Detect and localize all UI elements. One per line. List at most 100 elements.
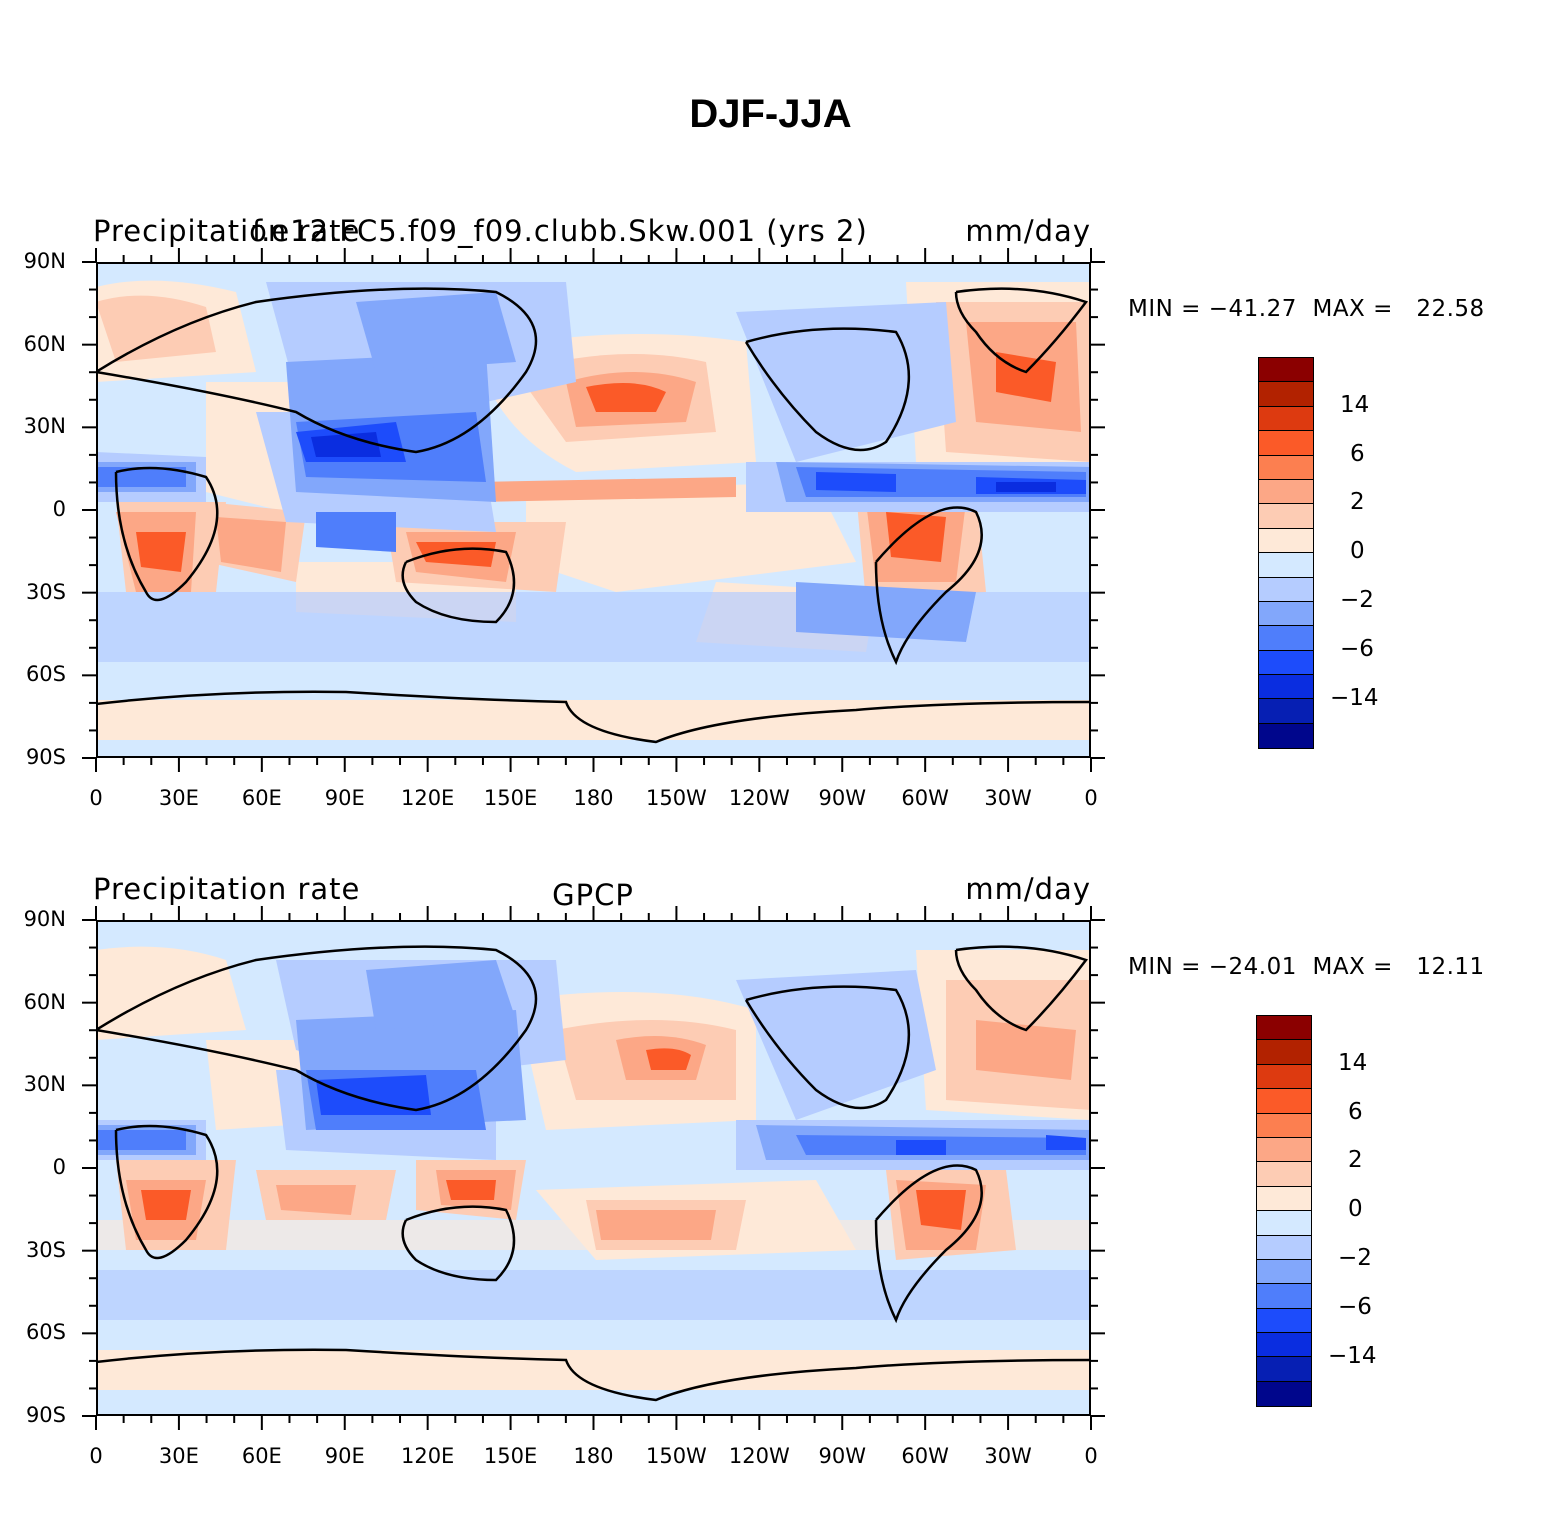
lon-tick-label: 150E bbox=[483, 1444, 538, 1468]
colorbar-swatch bbox=[1259, 455, 1313, 480]
colorbar-swatch bbox=[1259, 382, 1313, 407]
lat-tick-label: 90S bbox=[25, 1403, 66, 1427]
lon-tick-label: 0 bbox=[1084, 1444, 1098, 1468]
colorbar-swatch bbox=[1257, 1137, 1311, 1163]
colorbar-swatch bbox=[1257, 1162, 1311, 1187]
panel-variable-label: Precipitation rate bbox=[93, 214, 361, 248]
colorbar-tick-label: −2 bbox=[1340, 587, 1374, 613]
figure-title: DJF-JJA bbox=[689, 92, 852, 136]
lon-tick-label: 120W bbox=[728, 786, 790, 810]
precipitation-difference-map bbox=[96, 920, 1091, 1416]
colorbar-swatch bbox=[1259, 479, 1313, 505]
colorbar-swatch bbox=[1257, 1016, 1311, 1041]
lon-tick-label: 90E bbox=[324, 786, 365, 810]
colorbar-swatch bbox=[1257, 1064, 1311, 1090]
lon-tick-label: 30W bbox=[984, 786, 1032, 810]
colorbar-tick-label: 6 bbox=[1348, 1098, 1363, 1125]
lon-tick-label: 0 bbox=[1084, 786, 1098, 810]
lon-tick-label: 90E bbox=[324, 1444, 365, 1468]
colorbar bbox=[1258, 357, 1314, 750]
colorbar-swatch bbox=[1259, 601, 1313, 627]
lat-tick-label: 90N bbox=[23, 907, 66, 931]
colorbar-swatch bbox=[1257, 1040, 1311, 1065]
model-panel: Precipitation rate f.e12.FC5.f09_f09.clu… bbox=[0, 214, 1541, 874]
contour-field bbox=[96, 920, 1091, 1416]
colorbar-swatch bbox=[1257, 1259, 1311, 1285]
colorbar-tick-label: −14 bbox=[1328, 1342, 1377, 1369]
axis-ticks bbox=[82, 248, 1105, 772]
lat-tick-label: 60S bbox=[25, 1320, 66, 1345]
lat-tick-label: 90N bbox=[23, 249, 66, 273]
coastlines bbox=[96, 287, 1091, 744]
min-value: MIN = −41.27 bbox=[1128, 296, 1297, 322]
colorbar bbox=[1256, 1015, 1312, 1408]
panel-units-label: mm/day bbox=[965, 872, 1091, 906]
lat-tick-label: 90S bbox=[25, 745, 66, 769]
lon-tick-label: 30E bbox=[158, 1444, 199, 1468]
axis-ticks bbox=[82, 906, 1105, 1430]
colorbar-swatch bbox=[1259, 650, 1313, 676]
max-value: MAX = 12.11 bbox=[1312, 954, 1485, 980]
precipitation-difference-map bbox=[96, 262, 1091, 758]
panel-case-label: f.e12.FC5.f09_f09.clubb.Skw.001 (yrs 2) bbox=[252, 214, 868, 248]
min-value: MIN = −24.01 bbox=[1128, 954, 1297, 980]
contour-field bbox=[96, 262, 1091, 758]
lon-tick-label: 90W bbox=[818, 786, 867, 810]
lon-tick-label: 150W bbox=[645, 786, 707, 810]
colorbar-tick-label: 2 bbox=[1348, 1147, 1363, 1174]
colorbar-tick-label: −2 bbox=[1338, 1245, 1372, 1271]
lon-tick-label: 90W bbox=[818, 1444, 867, 1468]
lon-tick-label: 180 bbox=[573, 1444, 614, 1468]
colorbar-swatch bbox=[1257, 1381, 1311, 1407]
colorbar-swatch bbox=[1259, 699, 1313, 724]
colorbar-swatch bbox=[1259, 504, 1313, 529]
lon-tick-label: 150W bbox=[645, 1444, 707, 1468]
colorbar-swatch bbox=[1259, 553, 1313, 578]
coastlines bbox=[96, 945, 1091, 1402]
colorbar-swatch bbox=[1259, 528, 1313, 554]
colorbar-swatch bbox=[1257, 1089, 1311, 1114]
lat-tick-label: 0 bbox=[52, 1155, 66, 1179]
colorbar-tick-label: 2 bbox=[1350, 489, 1365, 516]
panel-variable-label: Precipitation rate bbox=[93, 872, 361, 906]
colorbar-swatch bbox=[1259, 675, 1313, 700]
observation-panel: Precipitation rate GPCP mm/day bbox=[0, 872, 1541, 1532]
colorbar-swatch bbox=[1259, 723, 1313, 749]
colorbar-swatch bbox=[1257, 1284, 1311, 1309]
lat-tick-label: 60N bbox=[23, 331, 66, 356]
lon-tick-label: 120E bbox=[400, 786, 455, 810]
lon-tick-label: 60W bbox=[901, 1444, 949, 1468]
colorbar-swatch bbox=[1259, 358, 1313, 383]
colorbar-tick-label: 14 bbox=[1338, 1049, 1368, 1076]
colorbar-swatch bbox=[1257, 1211, 1311, 1236]
lon-tick-label: 60E bbox=[241, 786, 282, 810]
lon-tick-label: 150E bbox=[483, 786, 538, 810]
lat-tick-label: 30N bbox=[23, 1072, 66, 1097]
lat-tick-label: 0 bbox=[52, 497, 66, 521]
lon-tick-label: 0 bbox=[89, 1444, 103, 1468]
colorbar-swatch bbox=[1257, 1186, 1311, 1212]
lat-tick-label: 30S bbox=[25, 1237, 66, 1262]
colorbar-swatch bbox=[1259, 577, 1313, 602]
lon-tick-label: 60W bbox=[901, 786, 949, 810]
lat-tick-label: 30S bbox=[25, 579, 66, 604]
colorbar-tick-label: 0 bbox=[1348, 1196, 1363, 1223]
lon-tick-label: 120E bbox=[400, 1444, 455, 1468]
lon-tick-label: 60E bbox=[241, 1444, 282, 1468]
lon-tick-label: 30W bbox=[984, 1444, 1032, 1468]
lat-tick-label: 60N bbox=[23, 989, 66, 1014]
panel-units-label: mm/day bbox=[965, 214, 1091, 248]
colorbar-tick-label: 0 bbox=[1350, 538, 1365, 565]
colorbar-swatch bbox=[1259, 431, 1313, 456]
colorbar-swatch bbox=[1257, 1235, 1311, 1260]
colorbar-tick-label: 14 bbox=[1340, 391, 1370, 418]
colorbar-swatch bbox=[1257, 1333, 1311, 1358]
lon-tick-label: 30E bbox=[158, 786, 199, 810]
min-max-label: MIN = −41.27 MAX = 22.58 bbox=[1128, 296, 1485, 322]
lon-tick-label: 120W bbox=[728, 1444, 790, 1468]
colorbar-swatch bbox=[1257, 1357, 1311, 1382]
colorbar-tick-label: −6 bbox=[1340, 635, 1374, 662]
colorbar-swatch bbox=[1257, 1113, 1311, 1138]
colorbar-swatch bbox=[1259, 626, 1313, 651]
lon-tick-label: 180 bbox=[573, 786, 614, 810]
